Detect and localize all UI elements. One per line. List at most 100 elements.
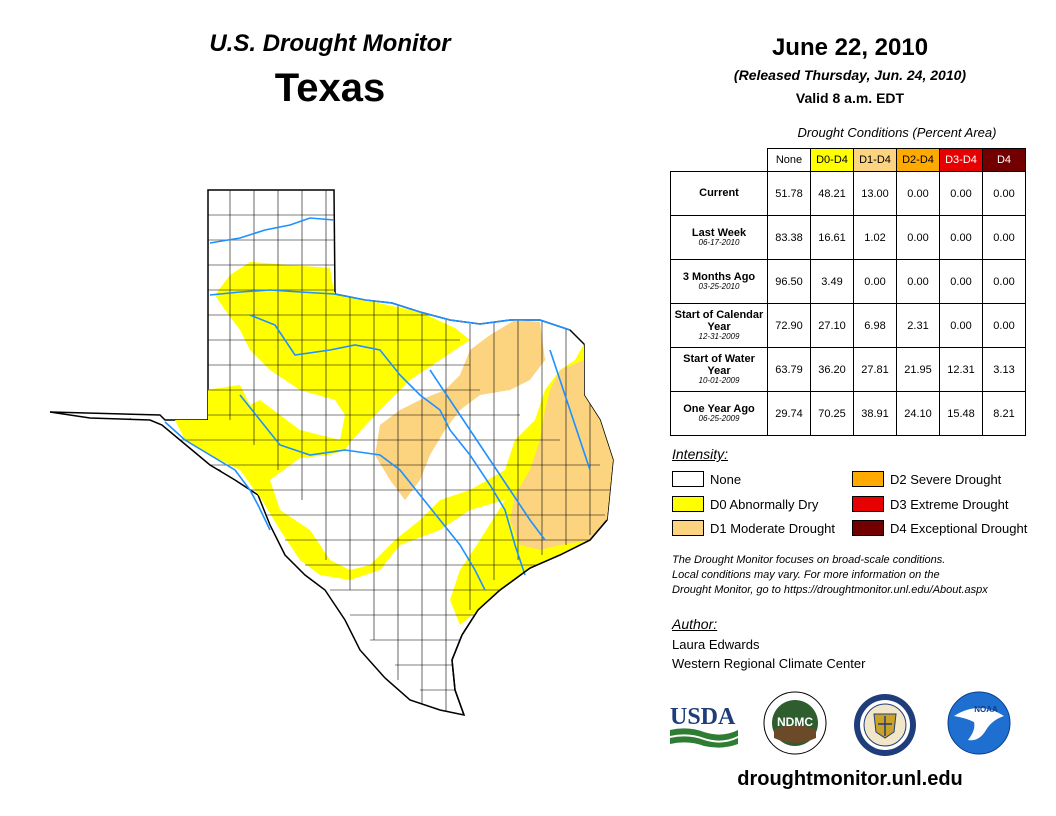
rio-grande [164,421,271,531]
table-cell: 0.00 [982,215,1026,260]
table-cell: 36.20 [810,347,854,392]
svg-text:NDMC: NDMC [777,715,813,729]
table-cell: 0.00 [982,259,1026,304]
table-cell: 83.38 [767,215,811,260]
table-cell: 0.00 [896,171,940,216]
brazos-river [249,314,526,576]
release-date: (Released Thursday, Jun. 24, 2010) [733,67,967,83]
legend-item-d0: D0 Abnormally Dry [672,496,818,512]
d0-abnormally-dry-area [175,262,613,625]
table-cell: 51.78 [767,171,811,216]
table-row: 3 Months Ago 03-25-2010 96.50 3.49 0.00 0… [670,259,1026,304]
legend-label: D4 Exceptional Drought [890,520,1028,536]
legend-item-d2: D2 Severe Drought [852,471,1001,487]
table-cell: 0.00 [896,259,940,304]
table-cell: 63.79 [767,347,811,392]
table-cell: 2.31 [896,303,940,348]
table-cell: 70.25 [810,391,854,436]
row-label: Current [670,171,768,216]
table-caption: Drought Conditions (Percent Area) [797,125,997,140]
legend-label: D3 Extreme Drought [890,496,1009,512]
table-cell: 0.00 [939,303,983,348]
author-organization: Western Regional Climate Center [672,656,866,671]
legend-label: D1 Moderate Drought [710,520,836,536]
legend-swatch [672,520,704,536]
table-cell: 96.50 [767,259,811,304]
canadian-river [209,217,335,244]
table-cell: 0.00 [853,259,897,304]
author-name: Laura Edwards [672,637,760,652]
legend-label: D2 Severe Drought [890,471,1002,487]
table-cell: 27.81 [853,347,897,392]
drought-conditions-table: None D0-D4 D1-D4 D2-D4 D3-D4 D4 Current … [670,148,1026,436]
table-cell: 0.00 [939,171,983,216]
table-cell: 29.74 [767,391,811,436]
row-label: Start of Calendar Year 12-31-2009 [670,303,768,348]
table-cell: 13.00 [853,171,897,216]
legend-item-none: None [672,471,741,487]
table-cell: 27.10 [810,303,854,348]
footer-url[interactable]: droughtmonitor.unl.edu [737,768,963,790]
table-row: Start of Calendar Year 12-31-2009 72.90 2… [670,303,1026,348]
table-cell: 8.21 [982,391,1026,436]
note-line: The Drought Monitor focuses on broad-sca… [672,554,946,566]
table-cell: 0.00 [982,171,1026,216]
table-cell: 3.13 [982,347,1026,392]
author-title: Author: [672,616,718,632]
legend-swatch [672,496,704,512]
legend-swatch [672,471,704,487]
table-cell: 0.00 [939,259,983,304]
table-cell: 12.31 [939,347,983,392]
row-label: 3 Months Ago 03-25-2010 [670,259,768,304]
d1-moderate-drought-area-central [375,320,545,500]
table-corner [671,149,768,172]
colorado-river [239,394,486,591]
table-cell: 72.90 [767,303,811,348]
table-row: Current 51.78 48.21 13.00 0.00 0.00 0.00 [670,171,1026,216]
table-cell: 0.00 [982,303,1026,348]
table-cell: 1.02 [853,215,897,260]
column-header: D2-D4 [896,148,940,172]
note-line: Local conditions may vary. For more info… [672,569,940,581]
column-header: D0-D4 [810,148,854,172]
table-cell: 0.00 [896,215,940,260]
row-label: Last Week 06-17-2010 [670,215,768,260]
table-row: Last Week 06-17-2010 83.38 16.61 1.02 0.0… [670,215,1026,260]
legend-item-d1: D1 Moderate Drought [672,520,835,536]
rivers [164,217,591,591]
table-cell: 16.61 [810,215,854,260]
svg-text:USDA: USDA [670,704,736,730]
usda-logo: USDA [670,704,738,748]
commerce-seal-logo [854,694,916,756]
disclaimer-note: The Drought Monitor focuses on broad-sca… [672,553,1042,598]
table-row: One Year Ago 06-25-2009 29.74 70.25 38.91… [670,391,1026,436]
table-row: Start of Water Year 10-01-2009 63.79 36.2… [670,347,1026,392]
note-line: Drought Monitor, go to https://droughtmo… [672,584,988,596]
monitor-title: U.S. Drought Monitor [209,30,451,57]
row-label: Start of Water Year 10-01-2009 [670,347,768,392]
table-cell: 3.49 [810,259,854,304]
column-header: None [767,148,811,172]
noaa-logo: NOAA [947,691,1011,755]
red-river [209,289,571,331]
legend-swatch [852,496,884,512]
coastline [451,519,608,716]
state-title: Texas [274,66,386,110]
column-header: D4 [982,148,1026,172]
table-cell: 0.00 [939,215,983,260]
row-label: One Year Ago 06-25-2009 [670,391,768,436]
ndmc-logo: NDMC [763,691,827,755]
table-cell: 21.95 [896,347,940,392]
table-cell: 15.48 [939,391,983,436]
d1-moderate-drought-area-east [510,360,613,550]
table-cell: 6.98 [853,303,897,348]
legend-swatch [852,471,884,487]
legend-item-d3: D3 Extreme Drought [852,496,1009,512]
table-cell: 38.91 [853,391,897,436]
table-cell: 24.10 [896,391,940,436]
legend-item-d4: D4 Exceptional Drought [852,520,1027,536]
texas-drought-map [49,189,614,717]
trinity-river [429,369,546,541]
legend-title: Intensity: [672,446,729,462]
legend-swatch [852,520,884,536]
